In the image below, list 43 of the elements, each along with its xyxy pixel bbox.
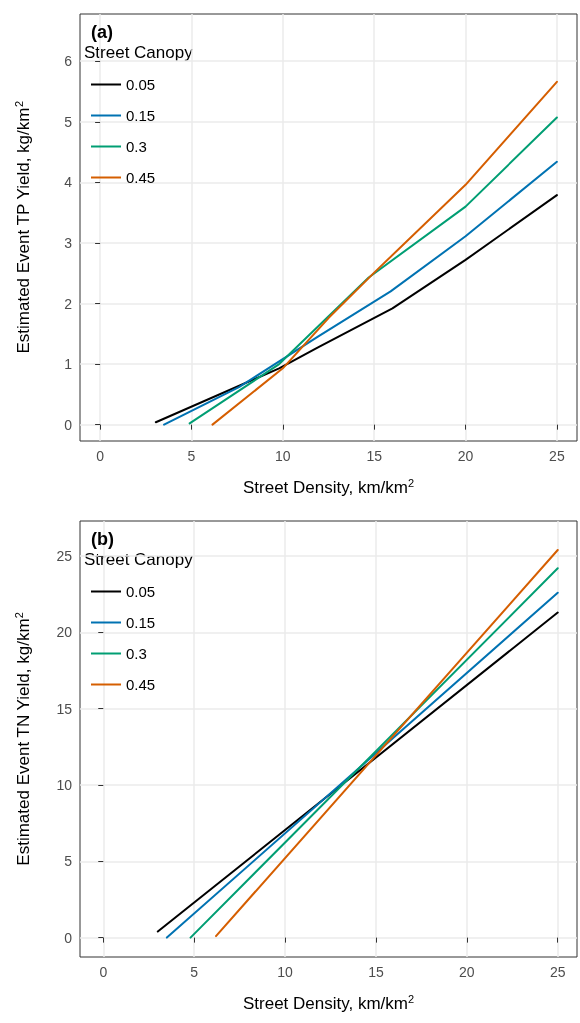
y-tick-label: 0	[64, 929, 73, 946]
x-tick-label: 25	[549, 448, 565, 464]
legend-label: 0.45	[126, 676, 156, 693]
x-tick-label: 15	[368, 964, 384, 980]
y-tick-label: 1	[64, 356, 73, 373]
y-tick-label: 2	[64, 295, 73, 312]
legend-title: Street Canopy	[84, 550, 194, 569]
line-series	[154, 194, 558, 424]
legend-title: Street Canopy	[84, 43, 194, 62]
y-tick-label: 25	[56, 548, 73, 565]
legend-label: 0.15	[126, 107, 156, 124]
legend-label: 0.3	[126, 645, 147, 662]
x-tick-label: 0	[96, 448, 105, 464]
legend-label: 0.15	[126, 614, 156, 631]
y-tick-label: 4	[64, 174, 73, 191]
line-series	[163, 160, 558, 426]
y-axis-title: Estimated Event TP Yield, kg/km2	[12, 100, 33, 354]
x-tick-label: 10	[275, 448, 291, 464]
legend-label: 0.45	[126, 169, 156, 186]
line-series	[211, 80, 558, 426]
y-tick-label: 6	[64, 53, 73, 70]
y-tick-label: 10	[56, 777, 73, 794]
legend-label: 0.3	[126, 138, 147, 155]
x-tick-label: 25	[549, 964, 566, 980]
x-tick-label: 15	[366, 448, 383, 464]
chart-title: (a)	[91, 22, 113, 42]
x-tick-label: 5	[190, 964, 199, 980]
x-tick-label: 20	[457, 448, 474, 464]
legend-label: 0.05	[126, 583, 156, 600]
y-tick-label: 5	[64, 113, 73, 130]
y-tick-label: 0	[64, 416, 73, 433]
y-tick-label: 15	[56, 700, 73, 717]
y-tick-label: 5	[64, 853, 73, 870]
line-series	[188, 116, 558, 425]
x-tick-label: 0	[99, 964, 108, 980]
x-tick-label: 5	[187, 448, 196, 464]
x-tick-label: 20	[459, 964, 475, 980]
y-tick-label: 20	[56, 624, 73, 641]
y-axis-title: Estimated Event TN Yield, kg/km2	[12, 612, 33, 866]
x-tick-label: 10	[277, 964, 294, 980]
y-tick-label: 3	[64, 234, 73, 251]
legend-label: 0.05	[126, 76, 156, 93]
text: (b)	[91, 529, 114, 549]
